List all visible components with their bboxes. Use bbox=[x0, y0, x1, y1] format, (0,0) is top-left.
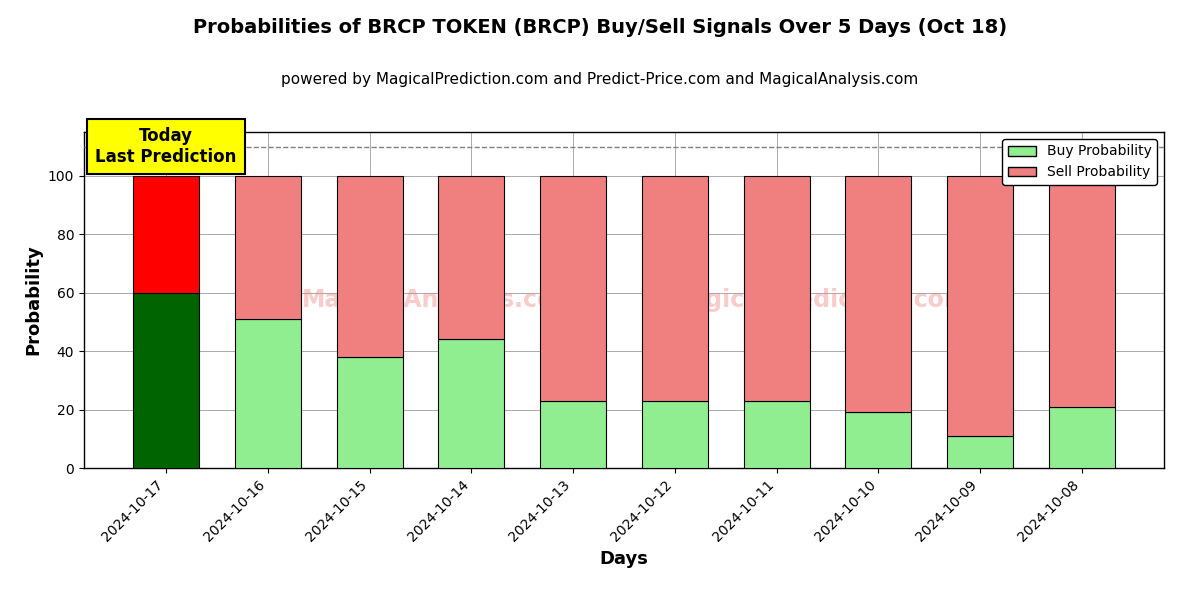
Legend: Buy Probability, Sell Probability: Buy Probability, Sell Probability bbox=[1002, 139, 1157, 185]
Bar bbox=[744, 401, 810, 468]
Bar bbox=[947, 436, 1013, 468]
Bar bbox=[438, 176, 504, 340]
Text: Today
Last Prediction: Today Last Prediction bbox=[96, 127, 236, 166]
Bar bbox=[744, 176, 810, 401]
Bar bbox=[642, 401, 708, 468]
Bar bbox=[336, 357, 403, 468]
Text: Probabilities of BRCP TOKEN (BRCP) Buy/Sell Signals Over 5 Days (Oct 18): Probabilities of BRCP TOKEN (BRCP) Buy/S… bbox=[193, 18, 1007, 37]
Bar bbox=[438, 340, 504, 468]
Y-axis label: Probability: Probability bbox=[24, 245, 42, 355]
Bar bbox=[1049, 176, 1115, 407]
Bar bbox=[235, 176, 301, 319]
Bar bbox=[845, 176, 912, 412]
Bar bbox=[540, 401, 606, 468]
Text: MagicalAnalysis.com: MagicalAnalysis.com bbox=[302, 288, 578, 312]
Text: MagicalPrediction.com: MagicalPrediction.com bbox=[667, 288, 970, 312]
Bar bbox=[540, 176, 606, 401]
Text: powered by MagicalPrediction.com and Predict-Price.com and MagicalAnalysis.com: powered by MagicalPrediction.com and Pre… bbox=[281, 72, 919, 87]
Bar bbox=[133, 176, 199, 293]
Bar bbox=[133, 293, 199, 468]
Bar bbox=[642, 176, 708, 401]
Bar bbox=[947, 176, 1013, 436]
Bar bbox=[336, 176, 403, 357]
X-axis label: Days: Days bbox=[600, 550, 648, 568]
Bar bbox=[1049, 407, 1115, 468]
Bar bbox=[845, 412, 912, 468]
Bar bbox=[235, 319, 301, 468]
